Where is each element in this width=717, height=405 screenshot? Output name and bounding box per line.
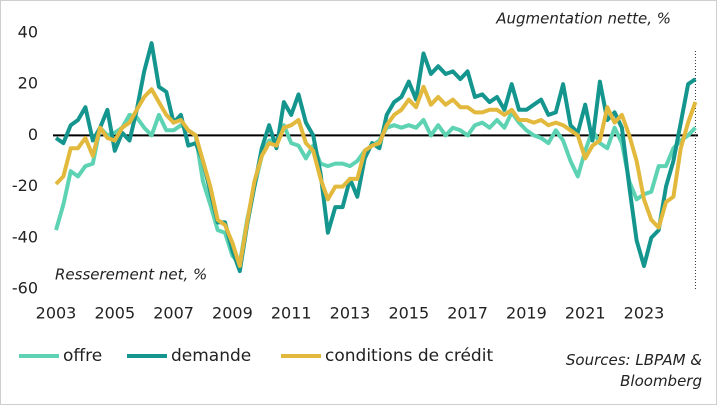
x-tick-label: 2007 [153,304,194,323]
legend-label: conditions de crédit [325,346,493,366]
y-tick-label: -20 [12,176,38,195]
annotation-top: Augmentation nette, % [495,10,671,28]
series-line [54,84,698,268]
y-tick-label: -40 [12,227,38,246]
x-tick-label: 2019 [506,304,547,323]
x-tick-label: 2003 [36,304,77,323]
x-tick-label: 2009 [212,304,253,323]
source: Sources: LBPAM & Bloomberg [565,351,702,390]
legend-label: demande [171,346,251,366]
y-tick-label: 20 [18,74,38,93]
y-tick-label: 0 [28,125,38,144]
x-tick-label: 2015 [388,304,429,323]
x-tick-label: 2023 [624,304,665,323]
y-tick-label: 40 [18,23,38,42]
x-tick-label: 2011 [271,304,312,323]
annotation-bottom: Resserement net, % [55,266,207,284]
series-line [54,41,697,274]
x-tick-label: 2017 [447,304,488,323]
x-tick-label: 2005 [94,304,135,323]
y-tick-label: -60 [12,279,38,298]
x-tick-label: 2021 [565,304,606,323]
x-tick-label: 2013 [330,304,371,323]
legend-label: offre [63,346,102,366]
